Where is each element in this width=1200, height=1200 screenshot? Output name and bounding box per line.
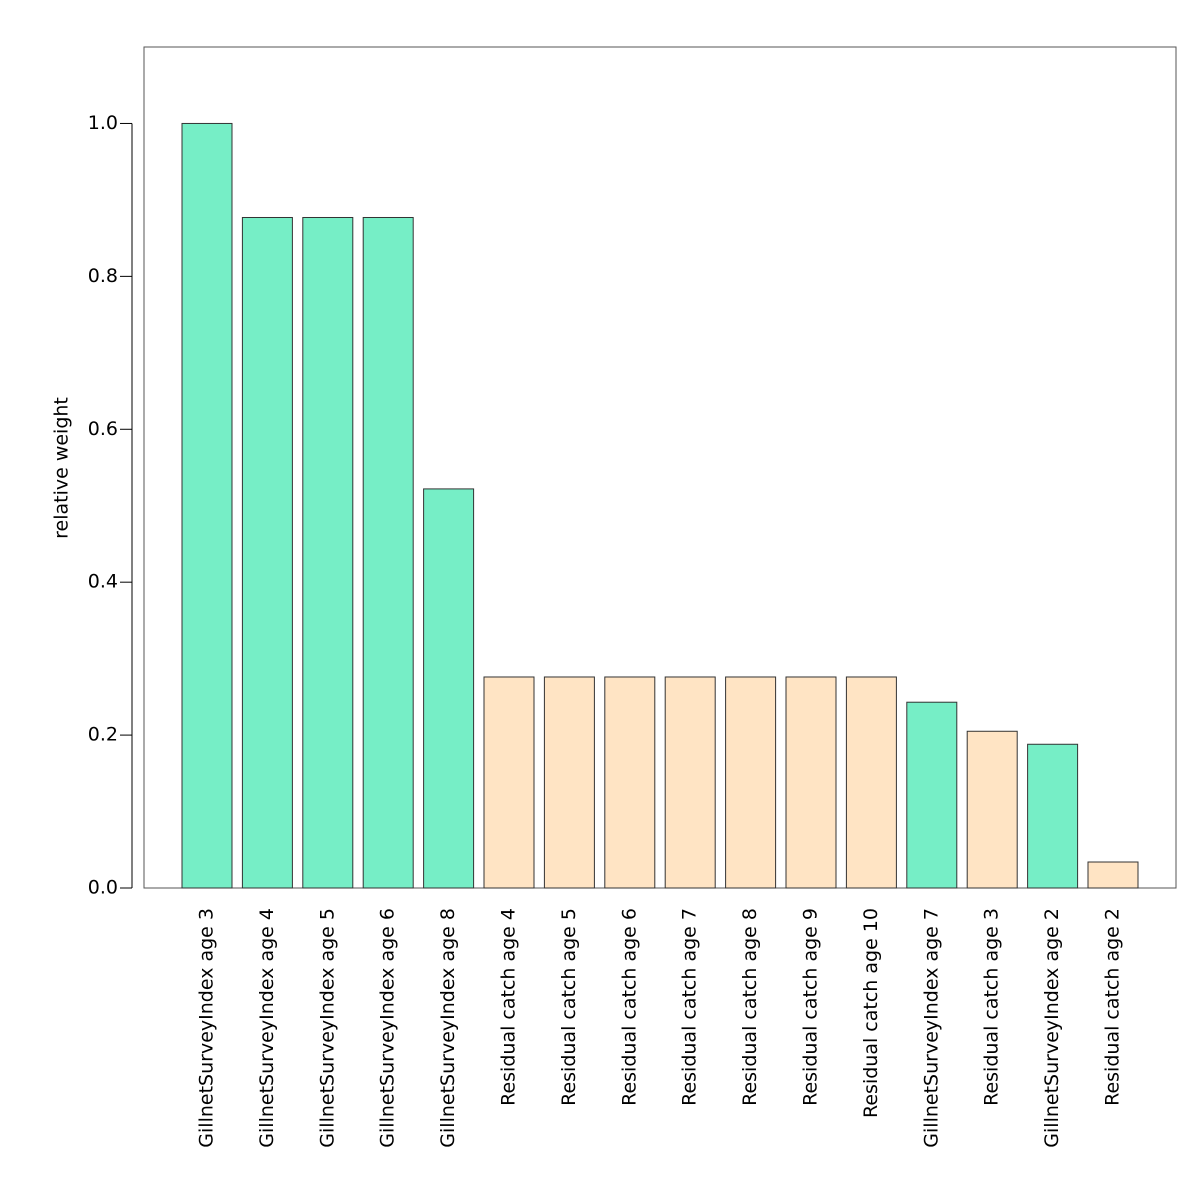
x-tick-label: GillnetSurveyIndex age 8 xyxy=(437,908,459,1148)
bar xyxy=(543,676,595,889)
y-tick-label: 1.0 xyxy=(88,112,118,134)
bar xyxy=(845,676,897,889)
x-tick-label: Residual catch age 8 xyxy=(739,908,761,1106)
bar xyxy=(483,676,535,889)
x-tick-label: GillnetSurveyIndex age 2 xyxy=(1041,908,1063,1148)
y-tick-label: 0.6 xyxy=(88,418,118,440)
y-tick-label: 0.8 xyxy=(88,265,118,287)
bar xyxy=(181,122,233,889)
y-axis-label: relative weight xyxy=(51,397,73,539)
bar xyxy=(725,676,777,889)
x-tick-label: GillnetSurveyIndex age 3 xyxy=(196,908,218,1148)
bar xyxy=(785,676,837,889)
x-tick-label: Residual catch age 9 xyxy=(800,908,822,1106)
x-tick-label: Residual catch age 4 xyxy=(498,908,520,1106)
x-tick-label: Residual catch age 2 xyxy=(1102,908,1124,1106)
x-tick-label: GillnetSurveyIndex age 7 xyxy=(920,908,942,1148)
x-tick-label: Residual catch age 7 xyxy=(679,908,701,1106)
x-tick-label: Residual catch age 6 xyxy=(618,908,640,1106)
bar xyxy=(241,216,293,889)
bar xyxy=(362,216,414,889)
bar xyxy=(664,676,716,889)
bar xyxy=(302,216,354,889)
bar xyxy=(1027,743,1079,889)
bar xyxy=(604,676,656,889)
plot-box xyxy=(143,46,1177,889)
x-tick-label: GillnetSurveyIndex age 4 xyxy=(256,908,278,1148)
y-tick-label: 0.4 xyxy=(88,571,118,593)
x-tick-label: Residual catch age 10 xyxy=(860,908,882,1118)
x-tick-label: Residual catch age 3 xyxy=(981,908,1003,1106)
x-tick-label: GillnetSurveyIndex age 6 xyxy=(377,908,399,1148)
bar xyxy=(423,488,475,889)
bar xyxy=(906,701,958,889)
y-tick-label: 0.2 xyxy=(88,724,118,746)
y-tick-label: 0.0 xyxy=(88,877,118,899)
bar xyxy=(966,730,1018,889)
x-tick-label: Residual catch age 5 xyxy=(558,908,580,1106)
x-tick-label: GillnetSurveyIndex age 5 xyxy=(316,908,338,1148)
bar xyxy=(1087,861,1139,889)
